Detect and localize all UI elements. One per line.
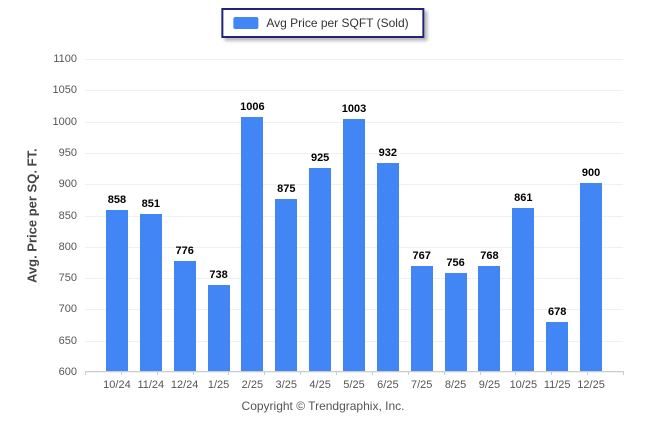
x-category-label: 2/25 [241,379,264,391]
x-category-label: 11/25 [543,379,571,391]
bar-value-label: 776 [175,244,194,257]
bar-value-label: 1003 [341,102,367,115]
x-category-label: 10/25 [509,379,538,391]
x-category-label: 8/25 [444,379,467,391]
gridline [85,372,623,373]
x-category-label: 9/25 [478,379,501,391]
bar-12/25[interactable] [580,183,603,371]
y-tick-label: 700 [58,303,77,316]
y-tick-label: 900 [58,178,77,191]
bar-9/25[interactable] [478,265,501,371]
bar-value-label: 767 [412,250,431,263]
y-axis-title: Avg. Price per SQ. FT. [24,148,40,283]
copyright-text: Copyright © Trendgraphix, Inc. [241,399,405,413]
x-tick [479,371,481,375]
plot-area: 1100 1050 1000 950 900 850 800 750 700 650 600 858 1… [53,53,624,391]
x-tick [156,371,158,375]
bar-1/25[interactable] [207,284,230,371]
bar-value-label: 756 [446,257,465,270]
bar-value-label: 875 [277,182,296,195]
x-category-label: 1/25 [207,379,230,391]
legend[interactable]: Avg Price per SQFT (Sold) [221,8,425,38]
x-tick [336,371,338,375]
x-tick [192,371,194,375]
x-tick [228,371,230,375]
x-tick [443,371,445,375]
bar-3/25[interactable] [275,198,298,371]
bar-6/25[interactable] [376,163,399,371]
y-tick-label: 750 [58,272,77,285]
bar-7/25[interactable] [410,266,433,371]
bar-value-label: 932 [378,147,398,160]
bar-value-label: 861 [514,191,533,204]
y-tick-label: 800 [58,240,77,253]
bar-12/24[interactable] [173,260,196,371]
x-tick [551,371,553,375]
x-category-label: 7/25 [411,379,433,391]
bar-11/25[interactable] [546,322,569,371]
bar-value-label: 900 [581,167,601,180]
x-category-label: 3/25 [275,379,297,391]
bar-value-label: 858 [107,193,127,206]
y-tick-label: 1050 [52,84,77,97]
x-category-label: 4/25 [309,379,331,391]
x-tick [85,371,86,375]
legend-swatch [233,17,259,29]
x-category-label: 11/24 [137,379,165,391]
x-tick [515,371,517,375]
bar-value-label: 738 [209,268,228,281]
bar-2/25[interactable] [241,116,264,371]
bar-value-label: 768 [480,249,499,262]
x-tick [120,371,122,375]
bar-5/25[interactable] [343,118,365,371]
x-tick [264,371,266,375]
bar-4/25[interactable] [309,167,332,371]
x-category-label: 12/24 [170,379,199,391]
bar-value-label: 851 [141,197,160,210]
x-tick [300,371,302,375]
x-category-label: 6/25 [377,379,399,391]
bar-value-label: 678 [548,306,567,319]
y-tick-label: 650 [58,334,77,347]
bar-10/25[interactable] [512,207,535,371]
bar-8/25[interactable] [444,273,467,371]
bar-10/24[interactable] [105,209,128,371]
x-tick [407,371,409,375]
x-tick [587,371,589,375]
gridline [85,59,623,60]
x-category-label: 12/25 [577,379,605,391]
legend-label: Avg Price per SQFT (Sold) [266,16,409,30]
x-category-label: 5/25 [343,379,365,391]
y-tick-label: 600 [58,366,77,378]
x-category-label: 10/24 [103,379,131,391]
x-tick [623,371,624,375]
y-tick-label: 1000 [52,115,77,128]
y-tick-label: 850 [58,209,77,222]
x-tick [371,371,373,375]
bar-value-label: 925 [310,151,330,164]
y-tick-label: 1100 [53,53,77,65]
bar-value-label: 1006 [240,100,265,113]
bar-11/24[interactable] [139,213,162,371]
y-tick-label: 950 [58,146,77,159]
gridline [85,90,623,92]
